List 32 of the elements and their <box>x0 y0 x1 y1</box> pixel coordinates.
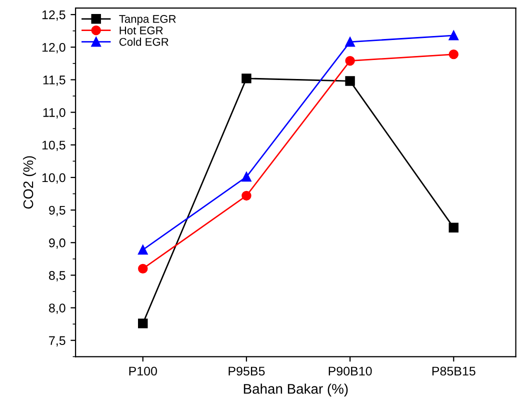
legend-label: Hot EGR <box>120 26 163 34</box>
point <box>448 49 458 60</box>
y-tick-label: 7,5 <box>49 336 66 346</box>
point <box>345 37 355 47</box>
y-tick-label: 11,0 <box>43 108 66 118</box>
point <box>448 30 458 40</box>
y-tick-label: 10,0 <box>42 173 66 184</box>
point <box>448 222 458 233</box>
x-axis-title: Bahan Bakar (%) <box>244 384 348 397</box>
point <box>345 76 355 86</box>
x-tick-label: P85B15 <box>432 366 476 376</box>
y-tick-label: 10,5 <box>42 140 66 152</box>
legend-label: Tanpa EGR <box>119 15 176 26</box>
y-axis-title: CO2 (%) <box>22 156 36 209</box>
point <box>345 56 355 66</box>
y-tick-label: 12,0 <box>42 42 66 54</box>
y-tick-label: 11,5 <box>43 76 66 86</box>
y-tick-label: 12,5 <box>42 10 66 21</box>
point <box>138 264 148 274</box>
point <box>138 244 148 255</box>
y-tick-label: 9,0 <box>49 238 66 249</box>
x-tick-label: P90B10 <box>328 366 372 376</box>
point <box>242 74 252 84</box>
y-tick-label: 8,0 <box>48 304 66 314</box>
point <box>242 172 252 182</box>
y-tick-label: 8,5 <box>48 271 66 282</box>
point <box>242 190 252 201</box>
x-tick-label: P95B5 <box>228 366 265 376</box>
point <box>138 318 148 328</box>
legend-label: Cold EGR <box>119 38 168 46</box>
y-tick-label: 9,5 <box>49 206 66 216</box>
x-tick-label: P100 <box>129 366 157 376</box>
